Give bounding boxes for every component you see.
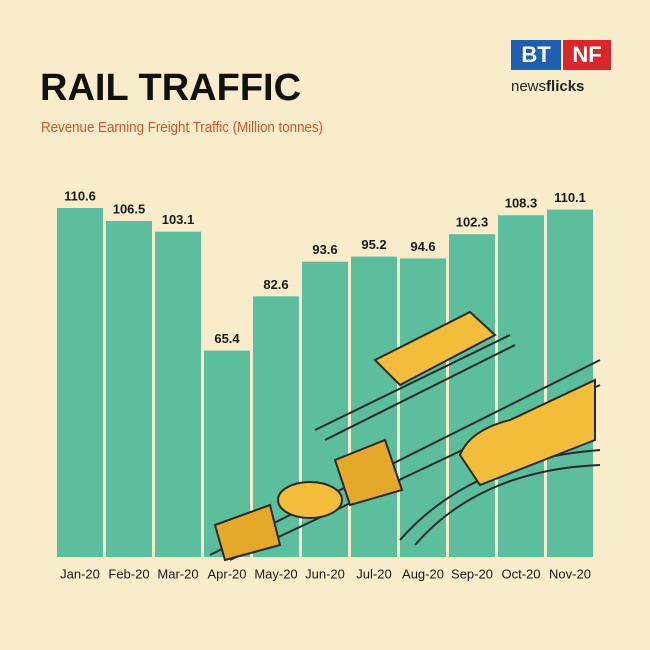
x-tick-label: Jan-20 bbox=[60, 566, 100, 581]
tanker bbox=[277, 481, 343, 519]
logo-text: BT bbox=[521, 42, 551, 67]
value-label: 95.2 bbox=[361, 237, 386, 252]
bar bbox=[449, 234, 495, 557]
bar bbox=[57, 208, 103, 557]
x-tick-label: May-20 bbox=[254, 566, 297, 581]
value-label: 103.1 bbox=[162, 212, 195, 227]
logo-tagline: newsflicks bbox=[511, 78, 584, 95]
value-label: 82.6 bbox=[263, 277, 288, 292]
value-label: 93.6 bbox=[312, 242, 337, 257]
bar bbox=[400, 258, 446, 557]
engine bbox=[458, 378, 596, 487]
train-illustration bbox=[209, 310, 601, 562]
logo-box bbox=[563, 40, 611, 70]
bar bbox=[498, 215, 544, 557]
bar bbox=[155, 231, 201, 557]
x-tick-label: Aug-20 bbox=[402, 566, 444, 581]
value-label: 106.5 bbox=[113, 201, 146, 216]
rail bbox=[314, 334, 511, 431]
x-tick-label: Jul-20 bbox=[356, 566, 391, 581]
rail bbox=[324, 344, 516, 441]
x-tick-label: Apr-20 bbox=[207, 566, 246, 581]
value-label: 108.3 bbox=[505, 196, 538, 211]
wagon bbox=[333, 438, 404, 507]
chart-subtitle: Revenue Earning Freight Traffic (Million… bbox=[41, 119, 323, 136]
rail bbox=[414, 464, 601, 546]
x-tick-label: Jun-20 bbox=[305, 566, 345, 581]
logo-text: NF bbox=[572, 42, 601, 67]
value-label: 65.4 bbox=[214, 331, 240, 346]
chart-title: RAIL TRAFFIC bbox=[40, 67, 301, 109]
x-tick-label: Sep-20 bbox=[451, 566, 493, 581]
value-label: 110.1 bbox=[554, 190, 586, 205]
logo: BT NF newsflicks bbox=[511, 40, 611, 95]
value-label: 102.3 bbox=[456, 215, 489, 230]
x-tick-label: Nov-20 bbox=[549, 566, 591, 581]
logo-tagline-part: news bbox=[511, 78, 546, 95]
logo-tagline-part: flicks bbox=[546, 78, 584, 95]
value-label: 94.6 bbox=[410, 239, 435, 254]
coach bbox=[373, 310, 497, 387]
x-tick-label: Feb-20 bbox=[108, 566, 149, 581]
x-tick-label: Oct-20 bbox=[501, 566, 540, 581]
logo-box bbox=[511, 40, 561, 70]
bar bbox=[106, 220, 152, 557]
wagon bbox=[213, 503, 282, 562]
x-tick-label: Mar-20 bbox=[157, 566, 198, 581]
value-label: 110.6 bbox=[64, 188, 96, 203]
